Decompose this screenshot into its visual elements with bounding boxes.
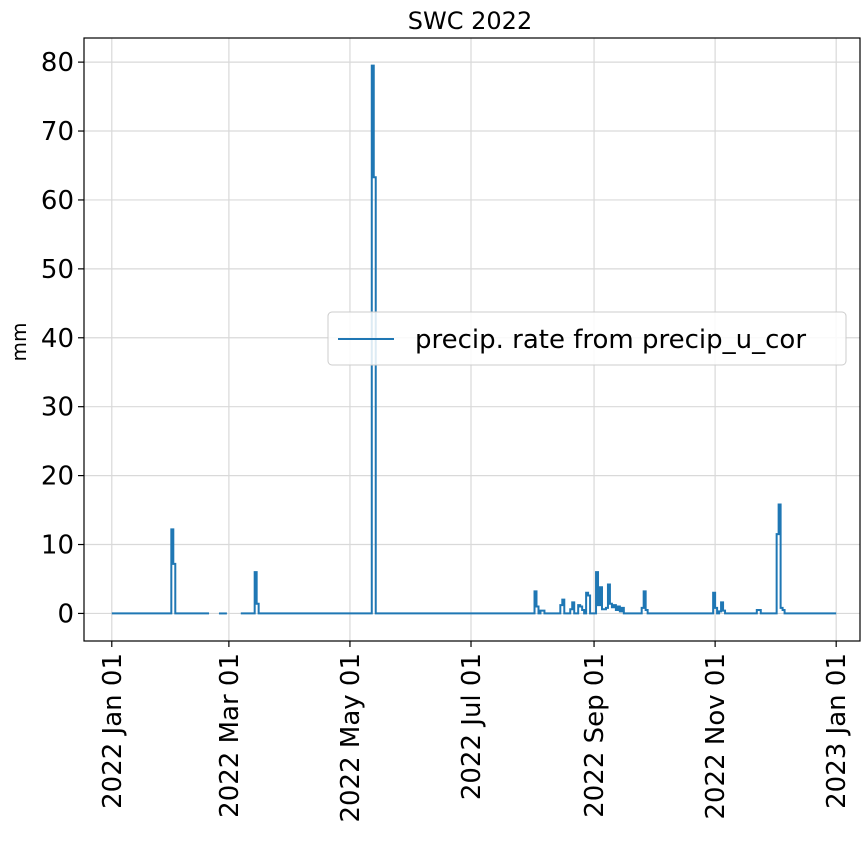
x-tick-label: 2022 Sep 01 [580,653,610,818]
x-tick-label: 2022 Nov 01 [701,653,731,820]
y-tick-label: 70 [41,117,74,147]
legend-label: precip. rate from precip_u_cor [415,325,806,355]
legend-box [327,311,847,366]
y-tick-label: 0 [57,599,74,629]
x-tick-label: 2022 Jul 01 [457,653,487,800]
legend: precip. rate from precip_u_cor [327,311,847,366]
y-tick-label: 20 [41,462,74,492]
chart-title: SWC 2022 [408,7,532,35]
x-tick-label: 2022 Mar 01 [215,653,245,818]
x-tick-label: 2022 May 01 [336,653,366,823]
axis-ticks: 0 10 20 30 40 50 60 70 80 2022 Jan 01 2022 Mar 01 2… [41,48,852,822]
y-axis-label: mm [7,323,31,362]
x-tick-label: 2022 Jan 01 [98,653,128,809]
y-tick-label: 10 [41,531,74,561]
y-tick-label: 80 [41,48,74,78]
plot-frame [83,37,861,642]
y-tick-label: 40 [41,324,74,354]
y-tick-label: 50 [41,255,74,285]
series-line [240,64,837,615]
series-line [111,528,210,615]
x-tick-label: 2023 Jan 01 [822,653,852,809]
y-tick-label: 60 [41,186,74,216]
y-tick-label: 30 [41,393,74,423]
series-layer [111,64,837,615]
